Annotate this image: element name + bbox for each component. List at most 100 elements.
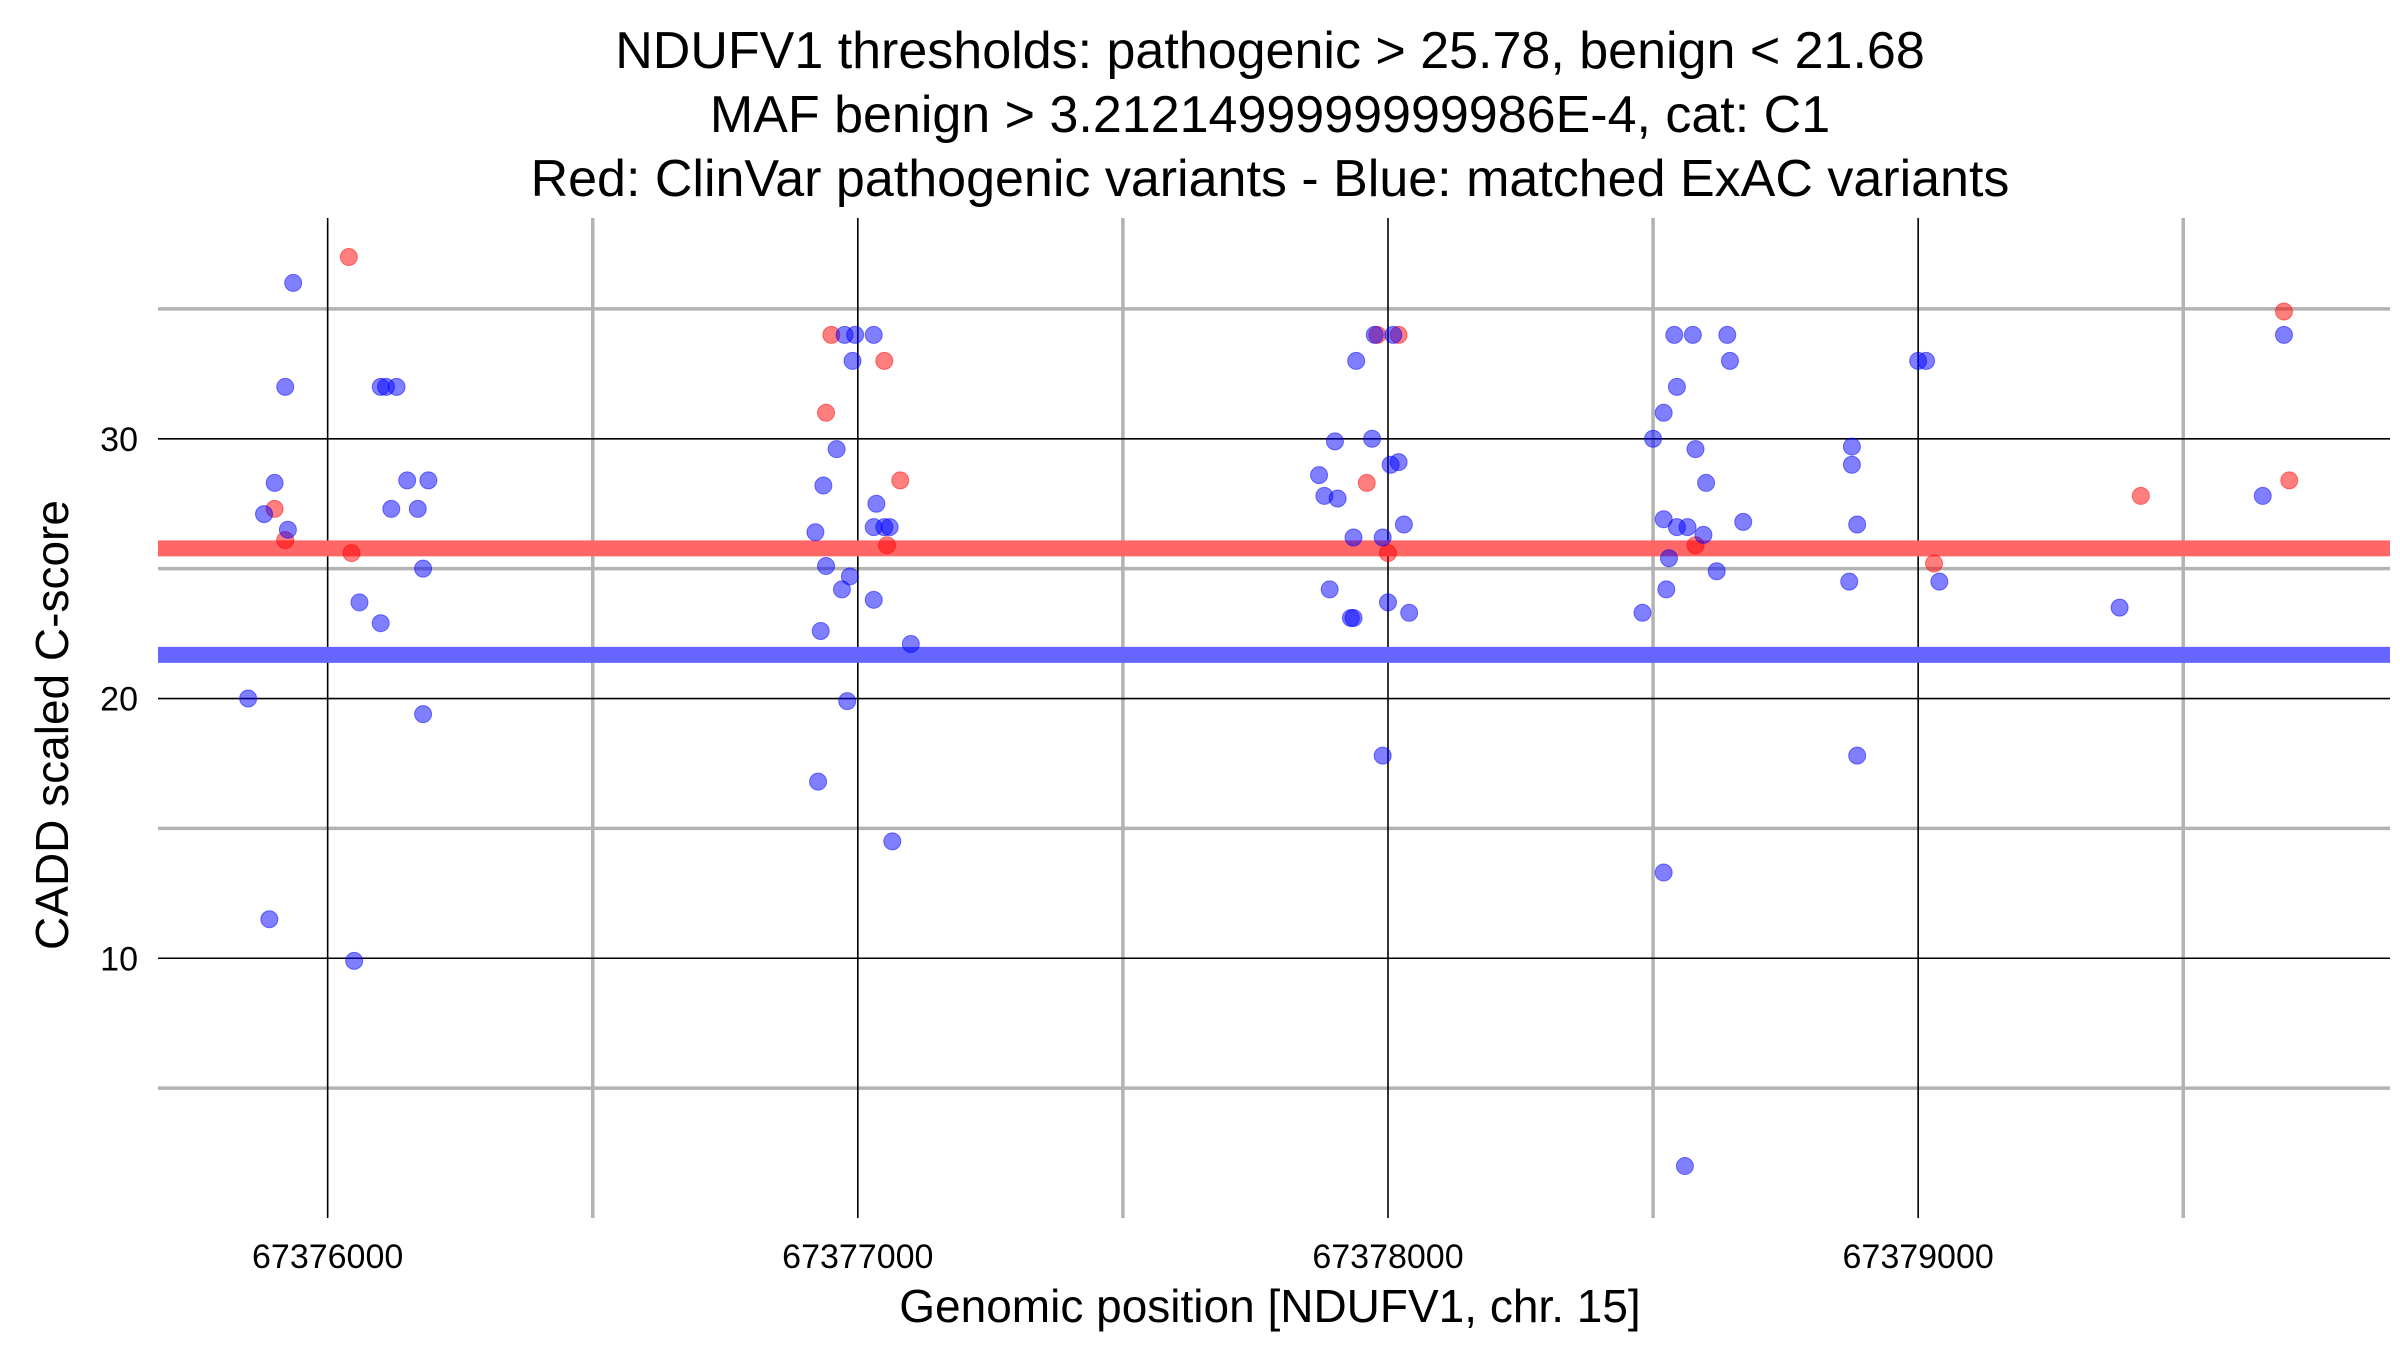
exac-variant-point (1373, 528, 1392, 547)
exac-variant-point (827, 440, 846, 459)
clinvar-pathogenic-point (2274, 302, 2293, 321)
exac-variant-point (1678, 518, 1697, 537)
exac-variant-point (811, 621, 830, 640)
exac-variant-point (846, 325, 865, 344)
minor-grid (158, 218, 2390, 1218)
major-grid (158, 218, 2390, 1218)
exac-variant-point (864, 590, 883, 609)
exac-variant-point (1654, 863, 1673, 882)
exac-variant-point (1667, 377, 1686, 396)
exac-variant-point (840, 567, 859, 586)
exac-variant-point (419, 471, 438, 490)
exac-variant-point (867, 494, 886, 513)
exac-variant-point (1320, 580, 1339, 599)
exac-variant-point (1310, 466, 1329, 485)
exac-variant-point (2110, 598, 2129, 617)
exac-variant-point (1384, 325, 1403, 344)
clinvar-pathogenic-point (1925, 554, 1944, 573)
exac-variant-point (1363, 429, 1382, 448)
exac-variant-point (414, 559, 433, 578)
clinvar-pathogenic-point (877, 536, 896, 555)
exac-variant-point (345, 951, 364, 970)
exac-variant-point (832, 580, 851, 599)
chart-title: NDUFV1 thresholds: pathogenic > 25.78, b… (531, 22, 2010, 208)
exac-variant-point (1848, 746, 1867, 765)
y-tick-label: 20 (100, 681, 138, 719)
y-tick-label: 30 (100, 421, 138, 459)
exac-variant-point (1848, 515, 1867, 534)
clinvar-pathogenic-point (339, 247, 358, 266)
exac-variant-point (1675, 1157, 1694, 1176)
exac-variant-point (2253, 486, 2272, 505)
clinvar-pathogenic-point (891, 471, 910, 490)
exac-variant-point (901, 634, 920, 653)
exac-variant-point (371, 614, 390, 633)
exac-variant-point (1842, 455, 1861, 474)
exac-variant-point (2274, 325, 2293, 344)
exac-variant-point (1734, 512, 1753, 531)
exac-variant-point (1659, 549, 1678, 568)
x-axis-label: Genomic position [NDUFV1, chr. 15] (899, 1280, 1640, 1332)
exac-variant-point (1917, 351, 1936, 370)
y-axis-label: CADD scaled C-score (26, 500, 78, 950)
exac-variant-point (382, 499, 401, 518)
exac-variant-point (1683, 325, 1702, 344)
exac-variant-point (284, 273, 303, 292)
y-axis-ticks: 10 20 30 (100, 421, 138, 978)
exac-variant-point (1686, 440, 1705, 459)
exac-variant-point (1644, 429, 1663, 448)
exac-variant-point (806, 523, 825, 542)
exac-variant-point (1347, 351, 1366, 370)
exac-variant-point (1400, 603, 1419, 622)
x-tick-label: 67379000 (1843, 1238, 1994, 1276)
exac-variant-point (276, 377, 295, 396)
exac-variant-point (1665, 325, 1684, 344)
exac-variant-point (1657, 580, 1676, 599)
exac-variant-point (843, 351, 862, 370)
exac-variant-point (880, 518, 899, 537)
exac-variant-point (1378, 593, 1397, 612)
exac-variant-point (387, 377, 406, 396)
chart-title-line-3: Red: ClinVar pathogenic variants - Blue:… (531, 150, 2010, 208)
x-tick-label: 67376000 (252, 1238, 403, 1276)
x-tick-label: 67377000 (782, 1238, 933, 1276)
exac-variant-point (1389, 453, 1408, 472)
exac-variant-point (1718, 325, 1737, 344)
exac-variant-point (278, 520, 297, 539)
exac-variant-point (265, 473, 284, 492)
exac-variant-point (1365, 325, 1384, 344)
exac-variant-point (414, 705, 433, 724)
clinvar-pathogenic-point (342, 544, 361, 563)
exac-variant-point (814, 476, 833, 495)
clinvar-pathogenic-point (2131, 486, 2150, 505)
exac-variant-point (1694, 525, 1713, 544)
clinvar-pathogenic-point (1378, 544, 1397, 563)
exac-variant-point (809, 772, 828, 791)
exac-variant-point (260, 910, 279, 929)
exac-variant-point (408, 499, 427, 518)
exac-variant-point (1697, 473, 1716, 492)
exac-variant-point (239, 689, 258, 708)
chart-title-line-1: NDUFV1 thresholds: pathogenic > 25.78, b… (615, 22, 1925, 80)
exac-variant-point (1654, 403, 1673, 422)
exac-variant-point (255, 505, 274, 524)
chart-title-line-2: MAF benign > 3.2121499999999986E-4, cat:… (710, 86, 1830, 144)
exac-variant-point (1840, 572, 1859, 591)
exac-variant-point (883, 832, 902, 851)
exac-variant-point (1842, 437, 1861, 456)
x-tick-label: 67378000 (1312, 1238, 1463, 1276)
exac-variant-point (1654, 510, 1673, 529)
exac-variant-point (1707, 562, 1726, 581)
exac-variant-point (1720, 351, 1739, 370)
exac-variant-point (398, 471, 417, 490)
exac-variant-point (1344, 528, 1363, 547)
exac-variant-point (817, 557, 836, 576)
clinvar-pathogenic-point (875, 351, 894, 370)
exac-variant-point (1328, 489, 1347, 508)
exac-variant-point (1325, 432, 1344, 451)
clinvar-pathogenic-point (2280, 471, 2299, 490)
exac-variant-point (1633, 603, 1652, 622)
threshold-lines (158, 540, 2390, 663)
exac-variant-point (1394, 515, 1413, 534)
